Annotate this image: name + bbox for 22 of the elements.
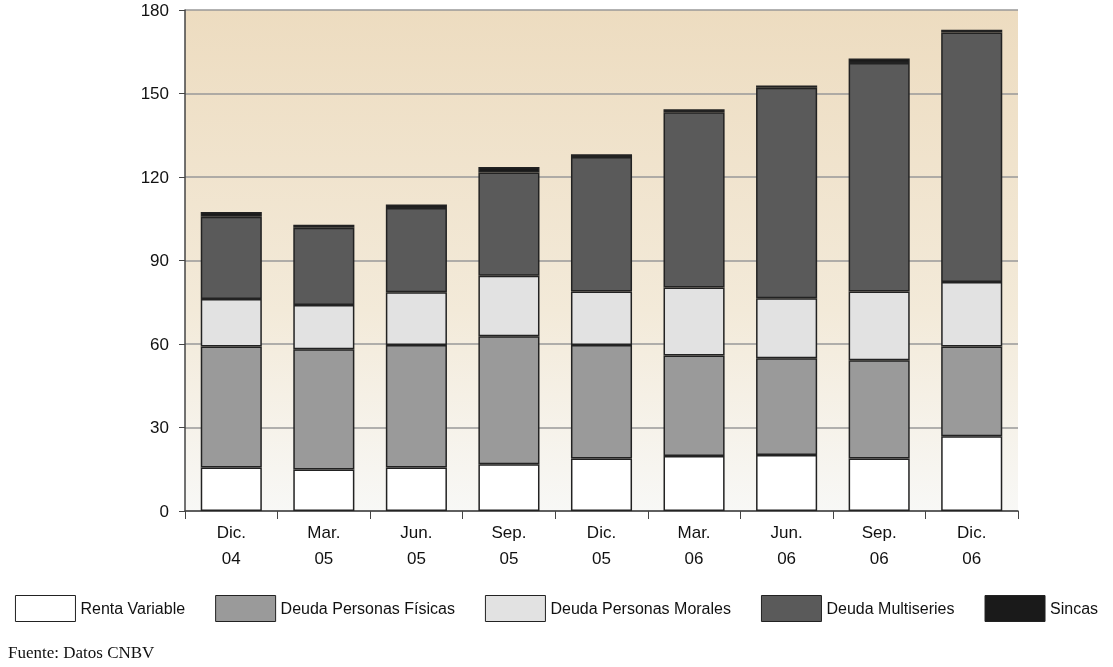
y-tick-label: 150 [140,84,169,103]
x-tick-label: Dic. 04 [216,522,246,568]
y-tick-label: 120 [140,167,169,187]
x-tick-label: Mar. 06 [677,522,711,568]
legend-label: Deuda Personas Morales [550,600,731,617]
x-tick-label: Sep. 06 [861,522,897,568]
y-tick-label: 60 [150,334,169,354]
source-note: Fuente: Datos CNBV [8,643,156,662]
x-tick-label: Jun. 05 [400,522,433,568]
y-tick-label: 0 [159,501,169,521]
y-tick-label: 30 [150,418,169,437]
x-tick-label: Sep. 05 [491,522,527,568]
x-tick-label: Mar. 05 [307,522,341,568]
legend-label: Deuda Multiseries [826,600,955,617]
x-tick-label: Dic. 06 [957,522,987,568]
legend-label: Deuda Personas Físicas [280,600,455,617]
y-tick-label: 90 [150,251,169,270]
x-tick-label: Dic. 05 [586,522,617,568]
x-tick-label: Jun. 06 [770,522,803,568]
legend-label: Renta Variable [80,600,186,617]
y-tick-label: 180 [140,0,169,20]
legend-label: Sincas [1050,600,1099,617]
